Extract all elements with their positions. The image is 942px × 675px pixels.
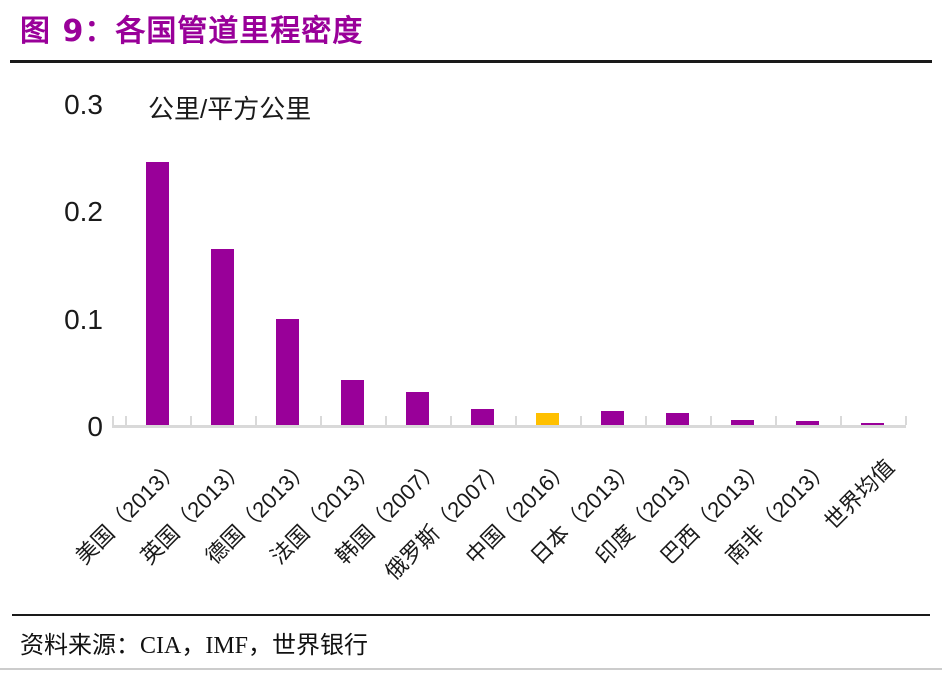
x-axis-tick	[840, 416, 842, 425]
title-divider-line	[10, 60, 932, 63]
y-axis-tick-label: 0.3	[64, 89, 103, 120]
y-axis-tick-label: 0	[87, 411, 103, 442]
x-axis-tick	[125, 416, 127, 425]
page-bottom-border	[0, 668, 942, 670]
figure-title: 图 9：各国管道里程密度	[20, 14, 364, 49]
x-axis-tick	[580, 416, 582, 425]
x-axis-tick	[710, 416, 712, 425]
y-axis-tick-label: 0.1	[64, 303, 103, 335]
x-axis-tick	[190, 416, 192, 425]
bar-日本（2013）	[601, 411, 624, 425]
bar-英国（2013）	[211, 249, 234, 425]
x-axis-line	[112, 425, 906, 428]
bar-世界均值	[861, 423, 884, 425]
x-axis-tick	[450, 416, 452, 425]
x-axis-tick	[112, 416, 114, 425]
bar-南非（2013）	[796, 421, 819, 425]
bar-法国（2013）	[341, 380, 364, 425]
x-axis-label: 世界均值	[819, 454, 900, 535]
x-axis-tick	[255, 416, 257, 425]
x-axis-tick	[905, 416, 907, 425]
x-axis-tick	[775, 416, 777, 425]
bar-韩国（2007）	[406, 392, 429, 425]
bar-巴西（2013）	[731, 420, 754, 425]
bar-俄罗斯（2007）	[471, 409, 494, 425]
x-axis-tick	[515, 416, 517, 425]
y-axis-unit-label: 公里/平方公里	[148, 94, 312, 124]
bar-印度（2013）	[666, 413, 689, 425]
chart-footer-divider-line	[12, 614, 930, 616]
x-axis-tick	[320, 416, 322, 425]
x-axis-tick	[385, 416, 387, 425]
x-axis-tick	[645, 416, 647, 425]
y-axis-tick-label: 0.2	[64, 196, 103, 228]
bar-美国（2013）	[146, 162, 169, 425]
data-source-note: 资料来源：CIA，IMF，世界银行	[20, 633, 369, 659]
bar-德国（2013）	[276, 319, 299, 425]
bar-中国（2016）	[536, 413, 559, 425]
bar-chart: 公里/平方公里 0 0.1 0.2 0.3 美国（2013） 英国（2013） 德国（201…	[64, 89, 907, 585]
